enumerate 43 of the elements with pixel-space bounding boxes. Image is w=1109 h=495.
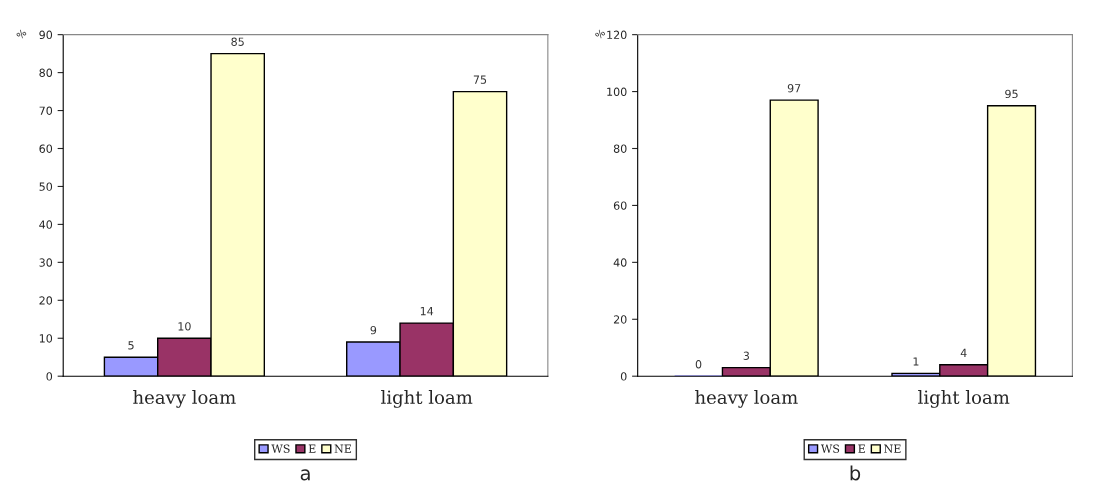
x-tick-label: heavy loam — [133, 390, 236, 408]
y-tick-label: 0 — [620, 372, 627, 381]
x-tick-label: light loam — [918, 390, 1010, 408]
legend-label: NE — [334, 444, 352, 453]
y-tick-label: 80 — [613, 144, 627, 153]
legend-label: E — [858, 444, 865, 453]
y-tick-label: 20 — [613, 315, 627, 324]
data-label: 14 — [420, 307, 434, 316]
y-tick-label: 80 — [39, 68, 53, 77]
y-tick-label: 100 — [607, 87, 627, 96]
y-tick-label: 60 — [613, 201, 627, 210]
y-tick-label: 60 — [39, 144, 53, 153]
data-label: 95 — [1005, 89, 1018, 99]
data-label: 9 — [370, 325, 377, 335]
y-axis-title: % — [15, 28, 27, 40]
data-label: 4 — [960, 348, 967, 357]
y-tick-label: 30 — [39, 258, 53, 267]
y-tick-label: 40 — [39, 220, 53, 229]
y-tick-label: 10 — [39, 334, 53, 343]
data-label: 0 — [695, 360, 702, 369]
y-tick-label: 70 — [39, 106, 53, 115]
text: b — [850, 465, 861, 481]
data-label: 3 — [743, 351, 749, 360]
data-label: 97 — [787, 84, 801, 93]
data-label: 75 — [473, 75, 487, 84]
x-tick-label: heavy loam — [695, 390, 798, 408]
y-tick-label: 40 — [613, 258, 627, 267]
y-tick-label: 90 — [39, 30, 53, 40]
text: a — [300, 469, 310, 481]
y-tick-label: 120 — [607, 30, 627, 40]
y-tick-label: 50 — [39, 182, 53, 191]
legend-label: WS — [271, 444, 290, 453]
legend-label: NE — [884, 444, 901, 453]
data-label: 1 — [913, 357, 919, 366]
legend-label: WS — [820, 444, 840, 453]
data-label: 10 — [178, 322, 191, 331]
data-label: 85 — [231, 37, 244, 46]
y-tick-label: 0 — [46, 372, 53, 381]
y-axis-title: % — [594, 28, 606, 40]
legend-label: E — [308, 444, 316, 453]
data-label: 5 — [128, 341, 134, 350]
y-tick-label: 20 — [39, 296, 53, 305]
x-tick-label: light loam — [381, 390, 473, 408]
